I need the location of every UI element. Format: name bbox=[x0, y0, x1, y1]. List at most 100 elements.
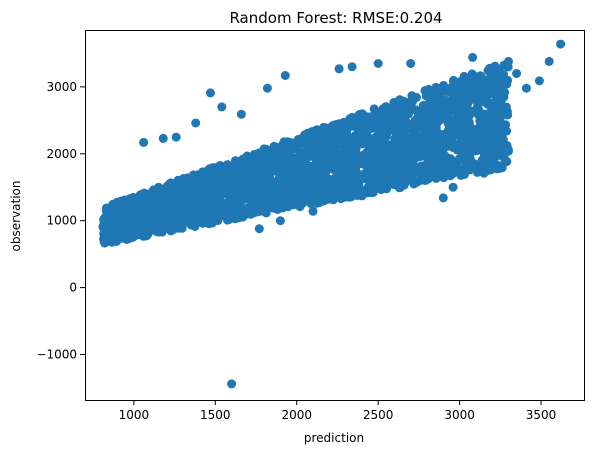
data-point bbox=[499, 92, 509, 102]
data-point bbox=[418, 101, 428, 111]
data-point bbox=[227, 165, 237, 175]
outlier-point bbox=[448, 182, 458, 192]
outlier-point bbox=[121, 234, 131, 244]
data-point bbox=[416, 161, 426, 171]
data-point bbox=[440, 103, 449, 112]
data-point bbox=[325, 191, 335, 200]
data-point bbox=[428, 86, 438, 96]
data-point bbox=[495, 104, 505, 114]
data-point bbox=[303, 168, 313, 177]
y-tick-label: 2000 bbox=[46, 147, 77, 161]
data-point bbox=[281, 157, 291, 167]
data-point bbox=[119, 204, 129, 213]
data-point bbox=[102, 216, 112, 226]
data-point bbox=[302, 131, 312, 141]
data-point bbox=[249, 165, 259, 174]
data-point bbox=[422, 132, 432, 142]
outlier-point bbox=[521, 83, 531, 93]
data-point bbox=[243, 189, 253, 199]
data-point bbox=[424, 143, 433, 153]
data-point bbox=[447, 165, 457, 175]
data-point bbox=[230, 199, 240, 209]
data-point bbox=[159, 223, 169, 233]
data-point bbox=[487, 104, 497, 114]
outlier-point bbox=[471, 125, 481, 135]
data-point bbox=[270, 190, 280, 200]
y-axis: −1000 0 1000 2000 3000 bbox=[36, 80, 85, 362]
data-point bbox=[200, 212, 210, 222]
data-point bbox=[376, 108, 386, 118]
data-point bbox=[249, 181, 259, 191]
data-point bbox=[266, 167, 276, 177]
data-point bbox=[133, 230, 143, 239]
y-tick-label: 3000 bbox=[46, 80, 77, 94]
outlier-point bbox=[468, 52, 478, 62]
data-point bbox=[295, 162, 305, 172]
outlier-point bbox=[406, 59, 416, 68]
data-point bbox=[259, 144, 269, 154]
outlier-point bbox=[227, 379, 237, 389]
data-point bbox=[357, 134, 367, 144]
data-point bbox=[350, 176, 360, 186]
data-point bbox=[379, 125, 389, 135]
data-point bbox=[492, 64, 502, 74]
data-point bbox=[183, 185, 192, 195]
data-point bbox=[453, 80, 463, 90]
data-point bbox=[381, 102, 391, 112]
data-point bbox=[101, 203, 111, 213]
outlier-point bbox=[556, 39, 566, 49]
outlier-point bbox=[145, 226, 155, 236]
points-layer bbox=[98, 39, 566, 389]
outlier-point bbox=[158, 133, 168, 143]
outlier-point bbox=[100, 232, 109, 242]
x-tick-label: 3500 bbox=[526, 408, 557, 422]
outlier-point bbox=[455, 154, 465, 163]
data-point bbox=[217, 172, 227, 182]
y-tick-label: 1000 bbox=[46, 214, 77, 228]
data-point bbox=[441, 139, 451, 149]
x-tick-label: 1000 bbox=[119, 408, 150, 422]
data-point bbox=[438, 163, 448, 173]
data-point bbox=[337, 170, 347, 180]
data-point bbox=[372, 144, 382, 154]
data-point bbox=[157, 206, 167, 216]
data-point bbox=[398, 123, 408, 133]
data-point bbox=[236, 168, 246, 178]
data-point bbox=[463, 164, 473, 174]
data-point bbox=[353, 127, 363, 136]
data-point bbox=[454, 89, 464, 99]
data-point bbox=[298, 176, 308, 186]
data-point bbox=[396, 166, 405, 176]
data-point bbox=[410, 178, 420, 188]
data-point bbox=[440, 95, 450, 105]
data-point bbox=[489, 71, 499, 81]
data-point bbox=[242, 153, 252, 163]
data-point bbox=[437, 112, 447, 122]
data-point bbox=[147, 192, 157, 202]
outlier-point bbox=[430, 162, 440, 172]
x-tick-label: 2000 bbox=[281, 408, 312, 422]
data-point bbox=[274, 144, 284, 154]
data-point bbox=[383, 170, 393, 180]
data-point bbox=[365, 146, 375, 156]
data-point bbox=[159, 217, 169, 226]
data-point bbox=[343, 152, 353, 162]
outlier-point bbox=[275, 216, 285, 226]
data-point bbox=[365, 124, 374, 134]
data-point bbox=[404, 109, 413, 119]
data-point bbox=[156, 192, 166, 202]
data-point bbox=[448, 125, 458, 135]
data-point bbox=[309, 184, 319, 194]
data-point bbox=[494, 147, 503, 157]
outlier-point bbox=[544, 56, 554, 66]
chart-title: Random Forest: RMSE:0.204 bbox=[229, 9, 442, 27]
data-point bbox=[324, 140, 334, 149]
data-point bbox=[359, 113, 369, 123]
data-point bbox=[125, 194, 135, 204]
data-point bbox=[499, 69, 508, 79]
data-point bbox=[365, 178, 375, 188]
data-point bbox=[423, 115, 433, 125]
data-point bbox=[411, 128, 421, 138]
data-point bbox=[394, 144, 404, 154]
outlier-point bbox=[262, 83, 272, 93]
